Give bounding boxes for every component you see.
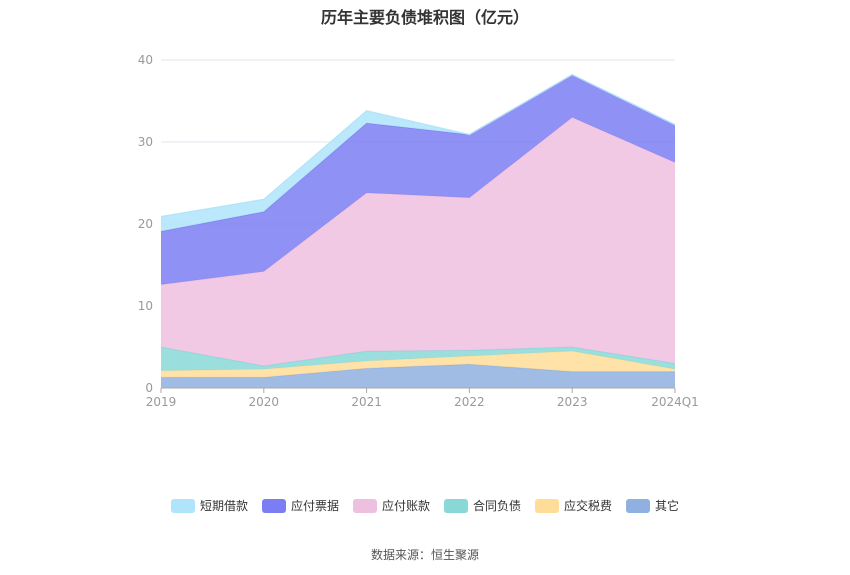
y-tick-label: 10 [138, 299, 153, 313]
legend-label: 其它 [655, 499, 680, 513]
x-tick-label: 2021 [351, 395, 382, 409]
legend-swatch [535, 498, 560, 513]
legend-item[interactable]: 短期借款 [170, 497, 248, 514]
x-tick-label: 2024Q1 [651, 395, 699, 409]
y-tick-label: 20 [138, 217, 153, 231]
legend-swatch [170, 498, 195, 513]
area-layer [160, 74, 676, 388]
x-tick-label: 2023 [557, 395, 588, 409]
legend: 短期借款 应付票据 应付账款 合同负债 应交税费 其它 [0, 497, 850, 514]
legend-label: 合同负债 [473, 499, 522, 513]
legend-swatch [626, 498, 651, 513]
area-series-4 [161, 74, 675, 285]
legend-item[interactable]: 合同负债 [444, 497, 521, 514]
y-tick-label: 30 [138, 135, 153, 149]
x-tick-label: 2022 [454, 395, 485, 409]
legend-item[interactable]: 应付账款 [352, 497, 430, 514]
y-tick-label: 0 [145, 381, 153, 395]
legend-label: 应交税费 [564, 499, 613, 513]
y-tick-label: 40 [138, 53, 153, 67]
x-tick-label: 2020 [249, 395, 280, 409]
source-note: 数据来源：恒生聚源 [370, 548, 479, 562]
axis-layer: 0 10 20 30 40 2019 2020 2021 2022 2023 2024Q1 [138, 53, 699, 409]
legend-label: 应付票据 [290, 499, 339, 513]
x-tick-label: 2019 [146, 395, 177, 409]
legend-item[interactable]: 应付票据 [261, 497, 339, 514]
legend-swatch [352, 498, 377, 513]
area-series-2 [161, 347, 675, 371]
area-edge-5 [160, 74, 676, 218]
legend-item[interactable]: 应交税费 [535, 497, 612, 514]
legend-label: 应付账款 [381, 499, 430, 513]
legend-swatch [261, 498, 286, 513]
area-series-5 [161, 74, 675, 232]
area-edge-3 [160, 116, 676, 286]
legend-swatch [444, 498, 468, 513]
legend-item[interactable]: 其它 [626, 497, 679, 514]
chart-title: 历年主要负债堆积图（亿元） [320, 8, 529, 27]
legend-label: 短期借款 [199, 499, 248, 513]
area-series-3 [161, 117, 675, 366]
area-series-1 [161, 351, 675, 378]
